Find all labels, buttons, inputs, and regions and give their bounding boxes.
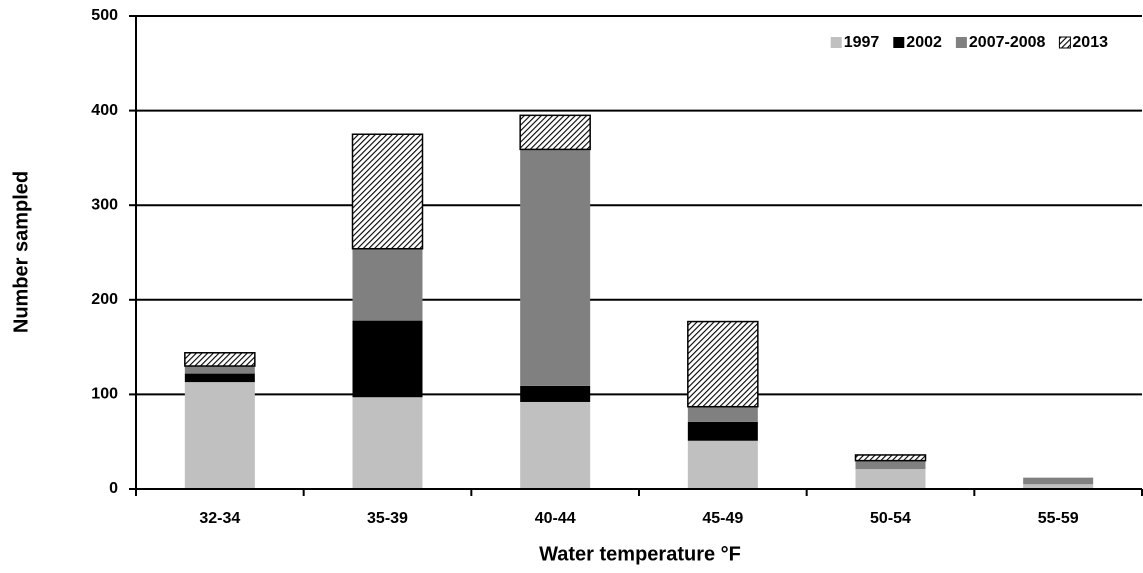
bar-segment xyxy=(352,248,423,321)
bar-segment xyxy=(854,454,927,462)
x-tick-label: 45-49 xyxy=(702,510,743,527)
bar-segment xyxy=(184,352,256,367)
bar-segment xyxy=(184,382,255,489)
legend-swatch xyxy=(830,37,842,48)
y-tick-label: 200 xyxy=(91,291,118,308)
bar-segment xyxy=(687,406,758,422)
bar-segment xyxy=(1023,477,1094,485)
y-tick-label: 500 xyxy=(91,7,118,24)
legend-swatch xyxy=(955,37,967,48)
bar-segment xyxy=(184,366,255,374)
x-tick-label: 50-54 xyxy=(870,510,911,527)
bar-segment xyxy=(519,114,591,151)
x-axis-title: Water temperature °F xyxy=(539,543,741,565)
x-tick-label: 35-39 xyxy=(367,510,408,527)
y-tick-label: 400 xyxy=(91,102,118,119)
bar-segment xyxy=(855,460,926,470)
legend-label: 1997 xyxy=(844,34,880,51)
x-tick-label: 32-34 xyxy=(199,510,240,527)
bar-segment xyxy=(520,149,591,386)
x-tick-label: 55-59 xyxy=(1038,510,1079,527)
x-tick-label: 40-44 xyxy=(535,510,576,527)
legend-label: 2007-2008 xyxy=(969,34,1046,51)
bar-segment xyxy=(855,469,926,489)
bar-segment xyxy=(184,373,255,383)
bar-segment xyxy=(520,401,591,489)
legend-label: 2013 xyxy=(1072,34,1108,51)
y-tick-label: 300 xyxy=(91,196,118,213)
bar-segment xyxy=(520,385,591,402)
bar-segment xyxy=(687,440,758,489)
bar-segment xyxy=(352,397,423,489)
y-tick-label: 100 xyxy=(91,386,118,403)
bar-segment xyxy=(1023,484,1094,489)
legend-swatch xyxy=(1058,36,1071,49)
bar-segment xyxy=(687,421,758,441)
y-tick-label: 0 xyxy=(109,480,118,497)
bar-segment xyxy=(351,133,424,250)
legend-swatch xyxy=(893,37,905,48)
legend-label: 2002 xyxy=(906,34,942,51)
bar-segment xyxy=(352,320,423,398)
y-axis-title: Number sampled xyxy=(10,171,32,333)
bar-segment xyxy=(687,320,759,408)
